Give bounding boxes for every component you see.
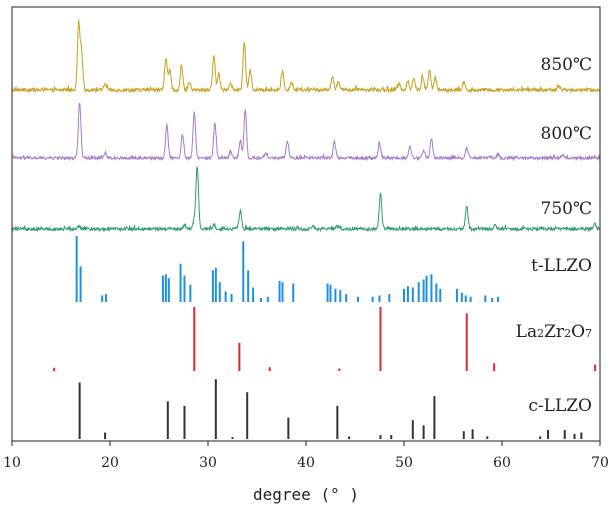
- series-label-part: 2: [537, 327, 544, 340]
- series-label-part: Zr: [544, 322, 565, 342]
- series-line: [11, 102, 601, 162]
- x-axis-title: degree (° ): [253, 485, 359, 504]
- x-tick-label: 10: [3, 455, 21, 471]
- x-tick-label: 60: [493, 455, 511, 471]
- series-label-part: 7: [585, 327, 592, 340]
- tick-layer: 10 20 30 40 50 60 70: [3, 441, 609, 471]
- series-1: 850℃: [11, 19, 601, 94]
- x-tick-label: 30: [199, 455, 217, 471]
- x-tick-label: 50: [395, 455, 413, 471]
- series-2: 800℃: [11, 102, 601, 162]
- series-4: t-LLZO: [75, 236, 592, 302]
- plot-frame: [11, 6, 601, 442]
- series-5: La2Zr2O7: [53, 307, 597, 371]
- series-line: [11, 166, 601, 233]
- series-label: 750℃: [541, 199, 592, 219]
- series-label: 850℃: [541, 55, 592, 75]
- axis-layer: [11, 6, 601, 442]
- series-label: t-LLZO: [531, 256, 592, 276]
- series-label: La2Zr2O7: [516, 322, 592, 342]
- series-label: 800℃: [541, 124, 592, 144]
- series-label: c-LLZO: [528, 396, 592, 416]
- series-label-part: La: [516, 322, 537, 342]
- x-tick-label: 20: [101, 455, 119, 471]
- series-line: [11, 19, 601, 94]
- series-3: 750℃: [11, 166, 601, 233]
- x-tick-label: 40: [297, 455, 315, 471]
- series-label-part: O: [571, 322, 585, 342]
- series-label-part: 2: [564, 327, 571, 340]
- series-6: c-LLZO: [78, 379, 592, 439]
- x-tick-label: 70: [591, 455, 609, 471]
